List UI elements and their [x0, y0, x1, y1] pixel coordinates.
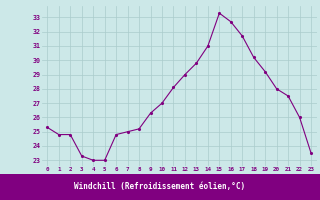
Text: Windchill (Refroidissement éolien,°C): Windchill (Refroidissement éolien,°C) — [75, 182, 245, 192]
